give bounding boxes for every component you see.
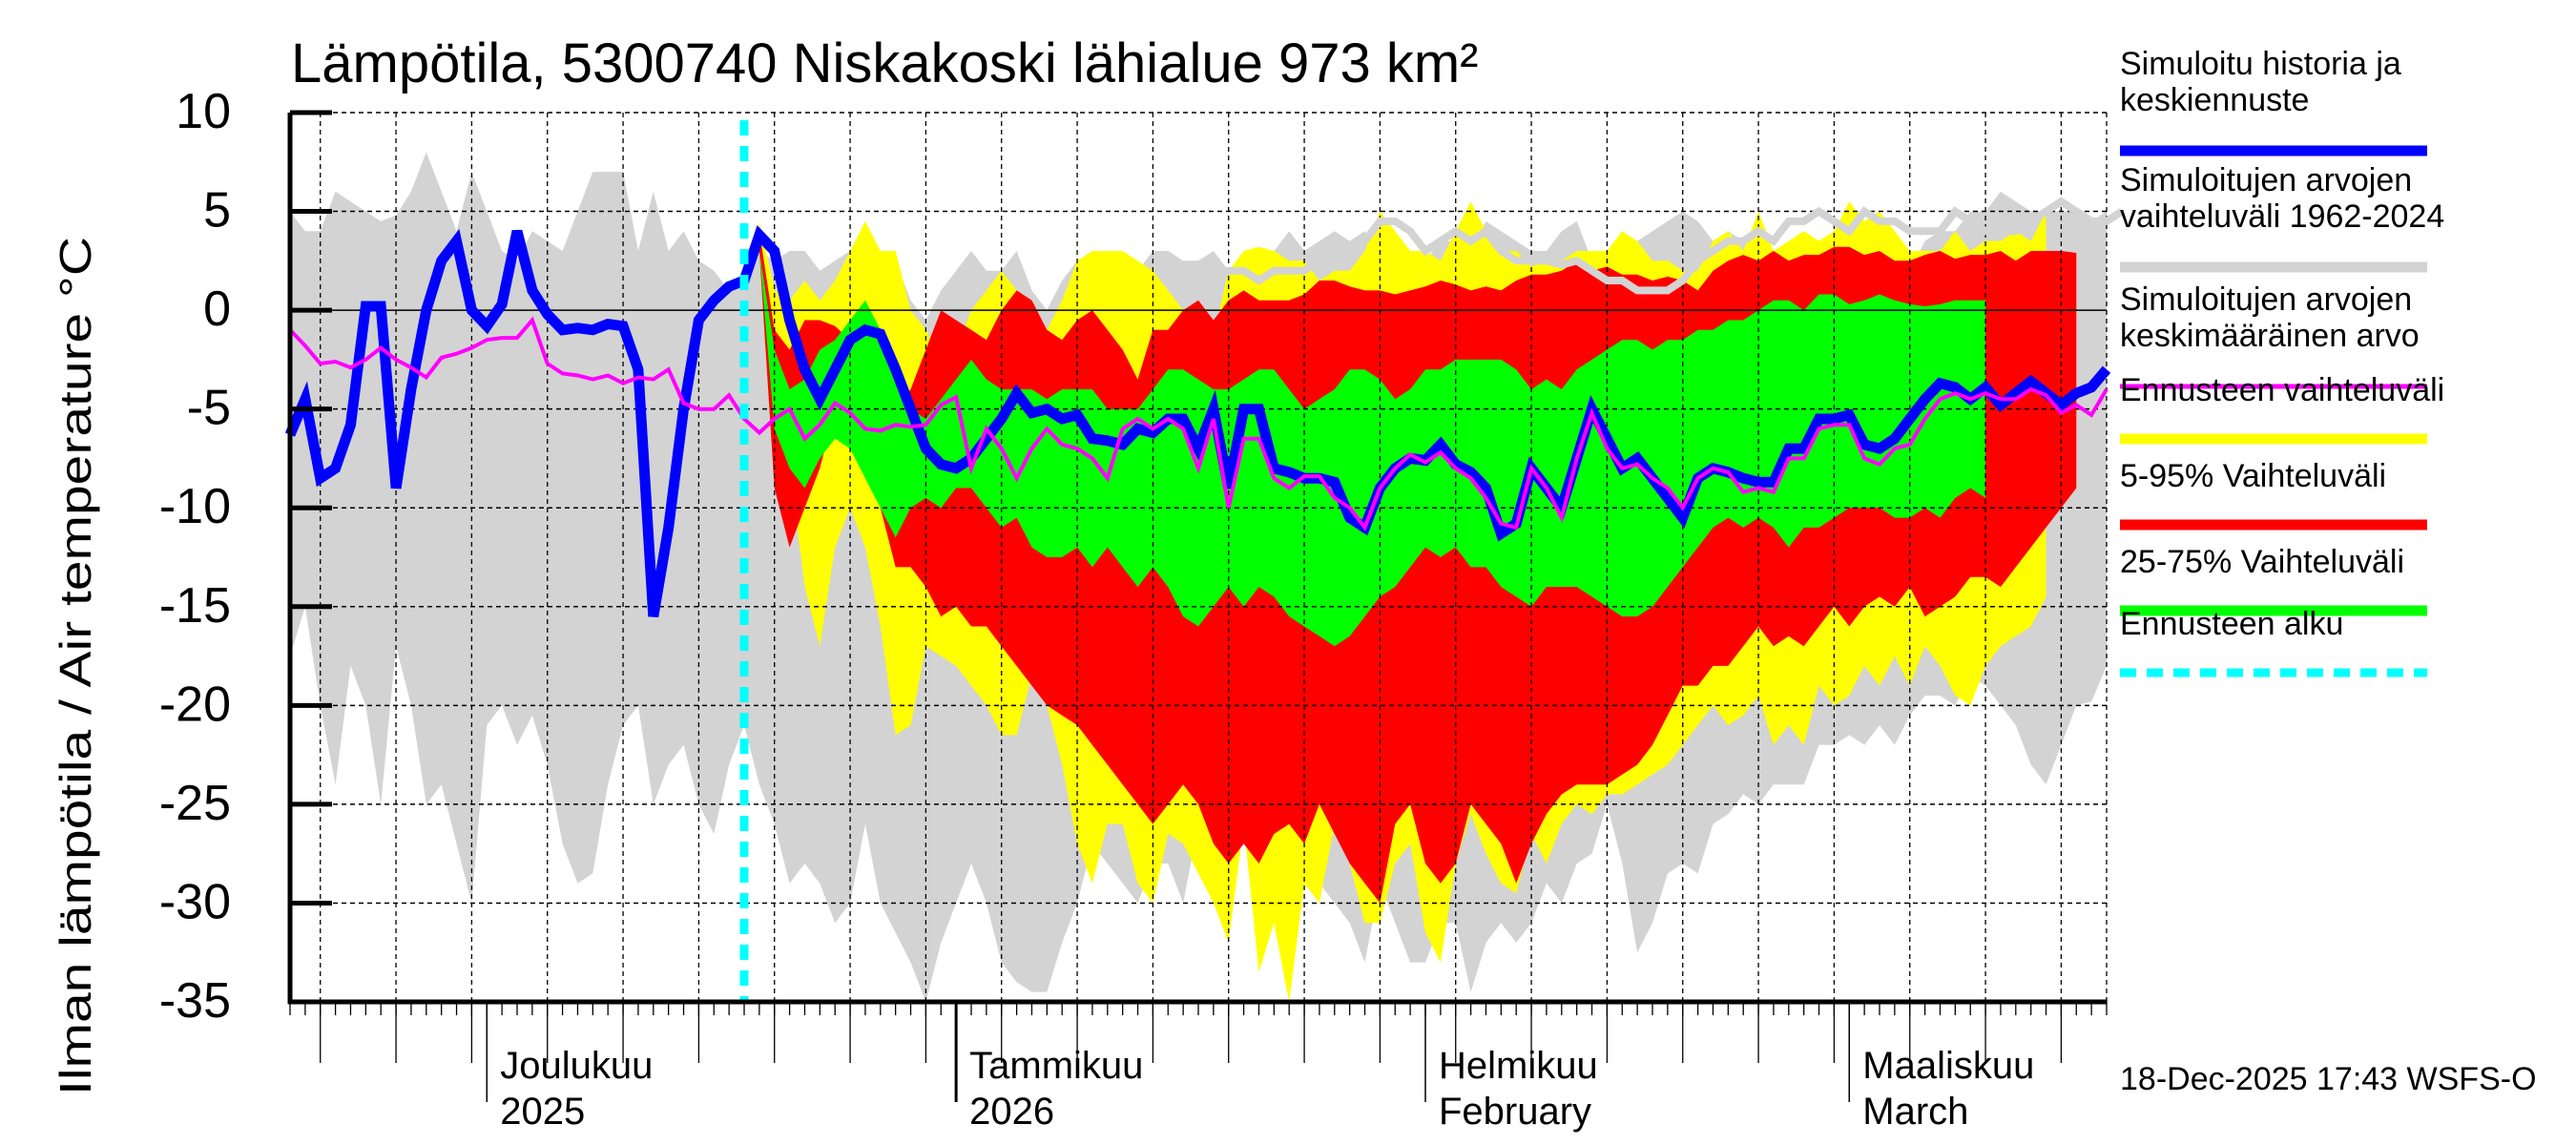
y-tick-label: 0 bbox=[203, 281, 231, 337]
band-25-75 bbox=[758, 251, 1986, 647]
lines-layer bbox=[284, 120, 2125, 1002]
x-month-label: Tammikuu bbox=[969, 1045, 1143, 1087]
y-tick-label: -30 bbox=[159, 874, 231, 929]
history-mean-forecast-line bbox=[284, 224, 2111, 618]
climate-mean-line bbox=[288, 316, 2109, 531]
footer-timestamp: 18-Dec-2025 17:43 WSFS-O bbox=[2120, 1061, 2537, 1097]
grid-layer bbox=[290, 112, 2108, 1002]
x-month-label: Maaliskuu bbox=[1862, 1045, 2034, 1087]
legend-label: Simuloitujen arvojen bbox=[2120, 281, 2412, 318]
legend-item: Ennusteen vaihteluväli bbox=[2120, 372, 2444, 445]
legend-label: Simuloitu historia ja bbox=[2120, 46, 2401, 82]
y-tick-label: -25 bbox=[159, 776, 231, 831]
chart-title: Lämpötila, 5300740 Niskakoski lähialue 9… bbox=[291, 32, 1478, 94]
axes-layer bbox=[287, 110, 2108, 1102]
x-month-sublabel: March bbox=[1862, 1091, 1968, 1133]
legend-label: Simuloitujen arvojen bbox=[2120, 162, 2412, 198]
legend-label: 5-95% Vaihteluväli bbox=[2120, 458, 2386, 494]
y-tick-label: 5 bbox=[203, 183, 231, 239]
legend-label: Ennusteen alku bbox=[2120, 606, 2343, 642]
legend-item: 25-75% Vaihteluväli bbox=[2120, 544, 2427, 616]
legend-label: keskiennuste bbox=[2120, 82, 2309, 118]
legend-label: keskimääräinen arvo bbox=[2120, 318, 2420, 354]
legend-item: Ennusteen alku bbox=[2120, 606, 2427, 677]
y-tick-label: -5 bbox=[187, 381, 231, 436]
x-month-sublabel: 2025 bbox=[500, 1091, 585, 1133]
y-tick-label: -20 bbox=[159, 677, 231, 732]
y-tick-labels: 10 5 0 -5 -10 -15 -20 -25 -30 -35 bbox=[159, 84, 231, 1029]
y-tick-label: -10 bbox=[159, 479, 231, 534]
legend-label: 25-75% Vaihteluväli bbox=[2120, 544, 2404, 580]
legend-label: Ennusteen vaihteluväli bbox=[2120, 372, 2444, 408]
y-axis-label: Ilman lämpötila / Air temperature °C bbox=[51, 237, 100, 1095]
x-month-label: Joulukuu bbox=[500, 1045, 653, 1087]
legend-label: vaihteluväli 1962-2024 bbox=[2120, 198, 2444, 235]
legend-item: 5-95% Vaihteluväli bbox=[2120, 458, 2427, 531]
x-month-label: Helmikuu bbox=[1439, 1045, 1598, 1087]
y-tick-label: 10 bbox=[176, 84, 231, 139]
x-month-sublabel: 2026 bbox=[969, 1091, 1054, 1133]
legend: Simuloitu historia jakeskiennusteSimuloi… bbox=[2120, 46, 2444, 677]
climate-upper-line bbox=[1211, 197, 2125, 295]
y-tick-label: -35 bbox=[159, 973, 231, 1029]
y-tick-label: -15 bbox=[159, 578, 231, 634]
x-month-sublabel: February bbox=[1439, 1091, 1591, 1133]
